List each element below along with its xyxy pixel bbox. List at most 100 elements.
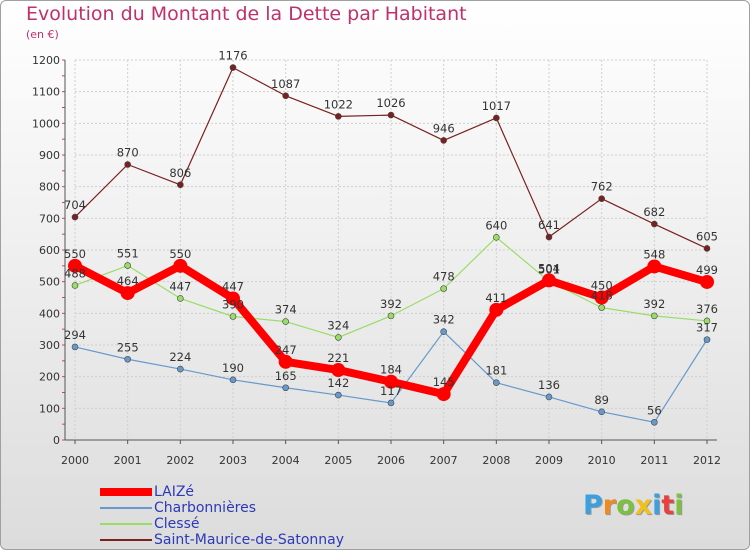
series-point (440, 285, 447, 292)
data-label: 392 (643, 297, 665, 311)
data-label: 117 (380, 384, 402, 398)
legend-swatch (100, 523, 152, 525)
series-point (598, 304, 605, 311)
y-tick-label: 500 (39, 276, 60, 289)
x-tick-label: 2004 (272, 454, 300, 467)
series-point (229, 64, 237, 71)
series-point (545, 233, 553, 241)
data-label: 1017 (482, 99, 511, 113)
series-point (335, 334, 342, 341)
data-label: 806 (169, 166, 191, 180)
legend-swatch (100, 488, 152, 496)
y-tick-label: 200 (39, 371, 60, 384)
x-tick-label: 2010 (588, 454, 616, 467)
series-point (594, 290, 609, 305)
series-point (335, 113, 342, 120)
data-label: 376 (696, 302, 718, 316)
series-point (124, 161, 131, 168)
logo-letter: t (661, 490, 675, 521)
series-point (177, 365, 184, 373)
data-label: 165 (275, 369, 297, 383)
series-point (647, 259, 662, 274)
series-point (173, 258, 188, 273)
logo-letter: i (652, 490, 662, 521)
series-point (124, 355, 131, 363)
legend-label: Charbonnières (154, 500, 257, 516)
x-tick-label: 2005 (324, 454, 352, 467)
chart-unit-label: (en €) (26, 28, 59, 41)
series-point (440, 137, 447, 144)
series-point (68, 258, 82, 273)
series-point (331, 363, 346, 378)
data-label: 224 (169, 350, 191, 364)
data-label: 342 (433, 313, 455, 327)
logo-letter: i (674, 490, 684, 521)
series-point (493, 114, 500, 122)
data-label: 411 (485, 291, 507, 305)
x-tick-label: 2012 (693, 454, 721, 467)
series-point (440, 328, 447, 336)
x-tick-label: 2008 (482, 454, 510, 467)
y-tick-label: 1200 (32, 54, 60, 67)
series-point (703, 317, 711, 325)
data-label: 640 (485, 218, 507, 232)
x-tick-label: 2000 (61, 454, 89, 467)
data-label: 181 (485, 364, 507, 378)
data-label: 1087 (271, 77, 300, 91)
y-tick-label: 900 (39, 149, 60, 162)
series-point (651, 312, 658, 320)
data-label: 1176 (218, 49, 247, 63)
series-point (282, 384, 289, 392)
series-point (120, 286, 135, 301)
series-point (226, 291, 240, 306)
series-point (384, 374, 398, 389)
series-point (651, 418, 658, 426)
x-tick-label: 2003 (219, 454, 247, 467)
series-point (703, 336, 711, 343)
series-point (71, 213, 79, 221)
data-label: 641 (538, 218, 560, 232)
data-label: 704 (64, 198, 86, 212)
series-point (700, 274, 714, 289)
series-point (489, 302, 504, 317)
x-tick-label: 2009 (535, 454, 563, 467)
legend-swatch (100, 539, 152, 541)
series-point (278, 354, 293, 369)
legend-label: Saint-Maurice-de-Satonnay (154, 532, 344, 548)
x-tick-label: 2006 (377, 454, 405, 467)
y-tick-label: 700 (39, 212, 60, 225)
data-label: 504 (538, 261, 560, 275)
data-label: 447 (169, 279, 191, 293)
logo-letter: P (583, 490, 603, 521)
data-label: 247 (275, 343, 297, 357)
series-point (282, 92, 289, 100)
data-label: 1022 (324, 97, 353, 111)
y-tick-label: 800 (39, 181, 60, 194)
series-point (124, 262, 131, 269)
data-label: 145 (433, 375, 455, 389)
series-point (229, 376, 237, 384)
series-point (387, 312, 395, 320)
legend-label: LAIZé (154, 484, 195, 500)
x-tick-label: 2001 (114, 454, 142, 467)
y-tick-label: 1000 (32, 117, 60, 130)
data-label: 294 (64, 328, 86, 342)
data-label: 605 (696, 229, 718, 243)
data-label: 870 (117, 146, 139, 160)
series-point (493, 379, 500, 386)
data-label: 374 (275, 303, 297, 317)
data-label: 324 (327, 318, 349, 332)
y-tick-label: 600 (39, 244, 60, 257)
series-layer (68, 64, 714, 426)
series-point (335, 391, 342, 399)
data-label: 447 (222, 279, 244, 293)
data-label: 142 (327, 376, 349, 390)
data-label: 450 (591, 279, 613, 293)
series-point (545, 393, 553, 401)
data-label: 548 (643, 247, 665, 261)
y-tick-label: 300 (39, 339, 60, 352)
data-label: 550 (169, 247, 191, 261)
series-point (177, 295, 184, 302)
data-label: 184 (380, 363, 402, 377)
